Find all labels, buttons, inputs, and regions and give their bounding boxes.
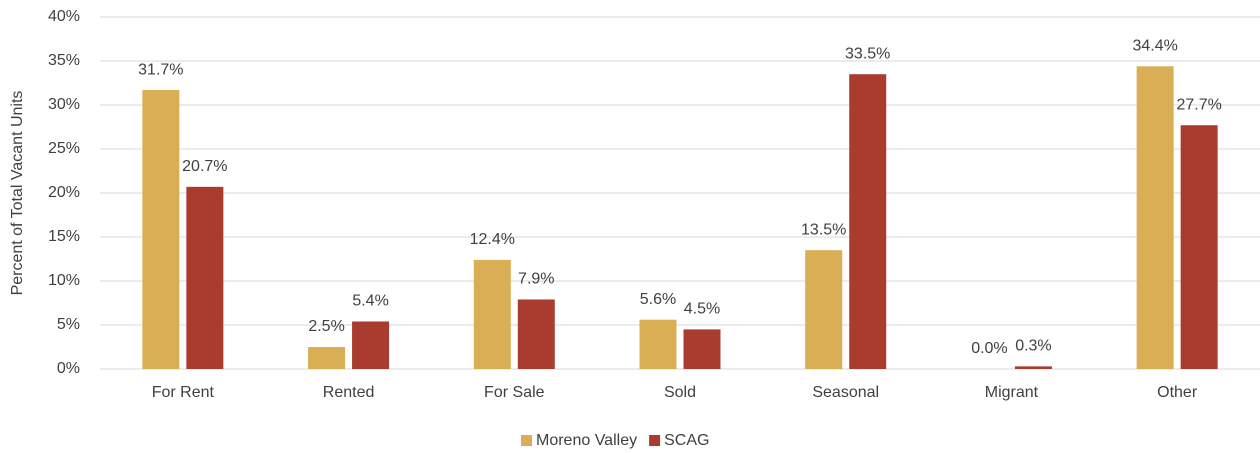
y-tick-label: 30% [48, 96, 80, 113]
value-label: 12.4% [470, 231, 515, 248]
value-label: 2.5% [308, 318, 344, 335]
value-label: 27.7% [1176, 96, 1221, 113]
value-label: 20.7% [182, 158, 227, 175]
y-tick-label: 5% [57, 316, 80, 333]
value-label: 34.4% [1132, 37, 1177, 54]
y-tick-label: 15% [48, 228, 80, 245]
value-label: 0.0% [971, 340, 1007, 357]
value-label: 0.3% [1015, 338, 1051, 355]
bar [1136, 66, 1174, 369]
bar [308, 347, 346, 369]
x-tick-label: For Rent [152, 384, 215, 401]
y-tick-label: 20% [48, 184, 80, 201]
value-label: 5.6% [640, 291, 676, 308]
value-label: 4.5% [684, 301, 720, 318]
x-tick-label: Migrant [985, 384, 1039, 401]
y-axis-label: Percent of Total Vacant Units [9, 91, 26, 296]
value-label: 5.4% [352, 293, 388, 310]
legend-label: SCAG [664, 432, 709, 449]
x-tick-label: For Sale [484, 384, 545, 401]
y-tick-label: 40% [48, 8, 80, 25]
x-tick-label: Sold [664, 384, 696, 401]
y-tick-label: 25% [48, 140, 80, 157]
y-tick-label: 0% [57, 360, 80, 377]
bar [517, 299, 555, 369]
x-tick-label: Seasonal [812, 384, 879, 401]
y-tick-label: 10% [48, 272, 80, 289]
bar [352, 321, 390, 369]
legend-label: Moreno Valley [536, 432, 637, 449]
value-label: 7.9% [518, 271, 554, 288]
legend-swatch [521, 435, 532, 446]
bar [186, 186, 224, 369]
bar [683, 329, 721, 369]
y-tick-label: 35% [48, 52, 80, 69]
bar [473, 259, 511, 369]
bar [142, 90, 180, 369]
value-label: 13.5% [801, 221, 846, 238]
bar [639, 319, 677, 369]
legend-swatch [649, 435, 661, 446]
value-label: 33.5% [845, 45, 890, 62]
bar [1180, 125, 1218, 370]
x-tick-label: Other [1157, 384, 1198, 401]
bar [849, 74, 887, 369]
value-label: 31.7% [138, 61, 183, 78]
x-tick-label: Rented [323, 384, 375, 401]
bar [805, 250, 843, 369]
bar [1014, 366, 1052, 369]
